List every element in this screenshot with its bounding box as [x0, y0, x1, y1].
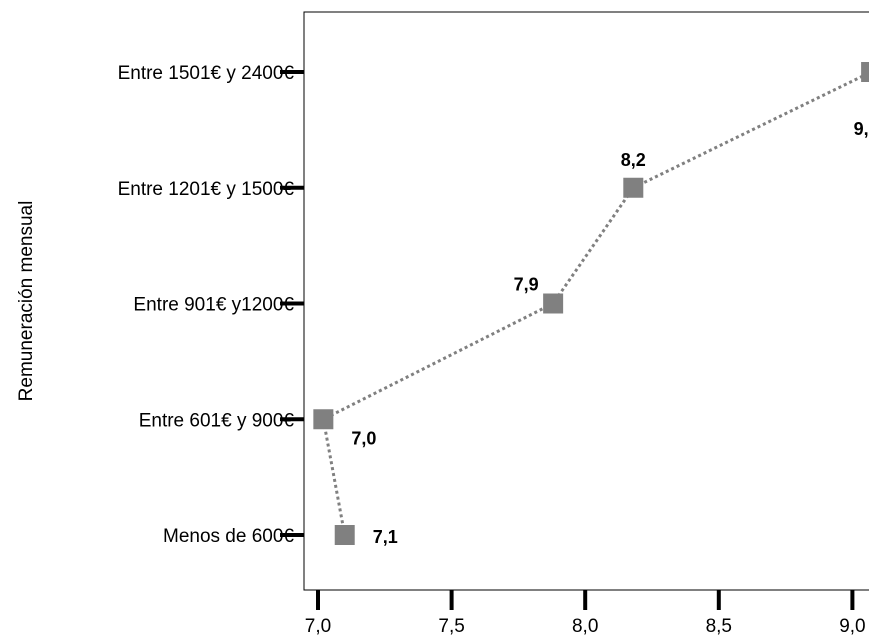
y-tick-label: Entre 1501€ y 2400€: [118, 63, 295, 84]
data-label: 7,1: [373, 527, 398, 547]
x-axis: 7,0 7,5 8,0 8,5 9,0: [305, 590, 866, 637]
x-tick-label: 7,5: [438, 616, 464, 637]
y-axis: Menos de 600€ Entre 601€ y 900€ Entre 901€…: [118, 63, 304, 547]
data-label: 7,9: [514, 275, 539, 295]
series-markers: [313, 62, 869, 545]
y-tick-label: Entre 901€ y1200€: [133, 295, 294, 316]
series-line: [321, 71, 869, 536]
y-tick-label: Entre 1201€ y 1500€: [118, 179, 295, 200]
y-tick-label: Entre 601€ y 900€: [139, 410, 295, 431]
data-point-marker: [861, 62, 869, 82]
data-point-marker: [623, 177, 644, 198]
data-point-marker: [313, 409, 334, 430]
plot-area: [303, 11, 869, 591]
data-labels: 7,1 7,0 7,9 8,2 9,1: [351, 119, 869, 547]
x-tick-label: 9,0: [839, 616, 865, 637]
x-tick-label: 7,0: [305, 616, 331, 637]
data-point-marker: [543, 293, 564, 314]
x-tick-label: 8,0: [572, 616, 598, 637]
data-point-marker: [334, 525, 355, 545]
data-label: 9,1: [854, 119, 869, 139]
data-label: 7,0: [351, 428, 376, 448]
y-axis-title: Remuneración mensual: [16, 201, 37, 402]
y-tick-label: Menos de 600€: [163, 526, 294, 547]
x-tick-label: 8,5: [706, 616, 732, 637]
data-label: 8,2: [621, 150, 646, 170]
